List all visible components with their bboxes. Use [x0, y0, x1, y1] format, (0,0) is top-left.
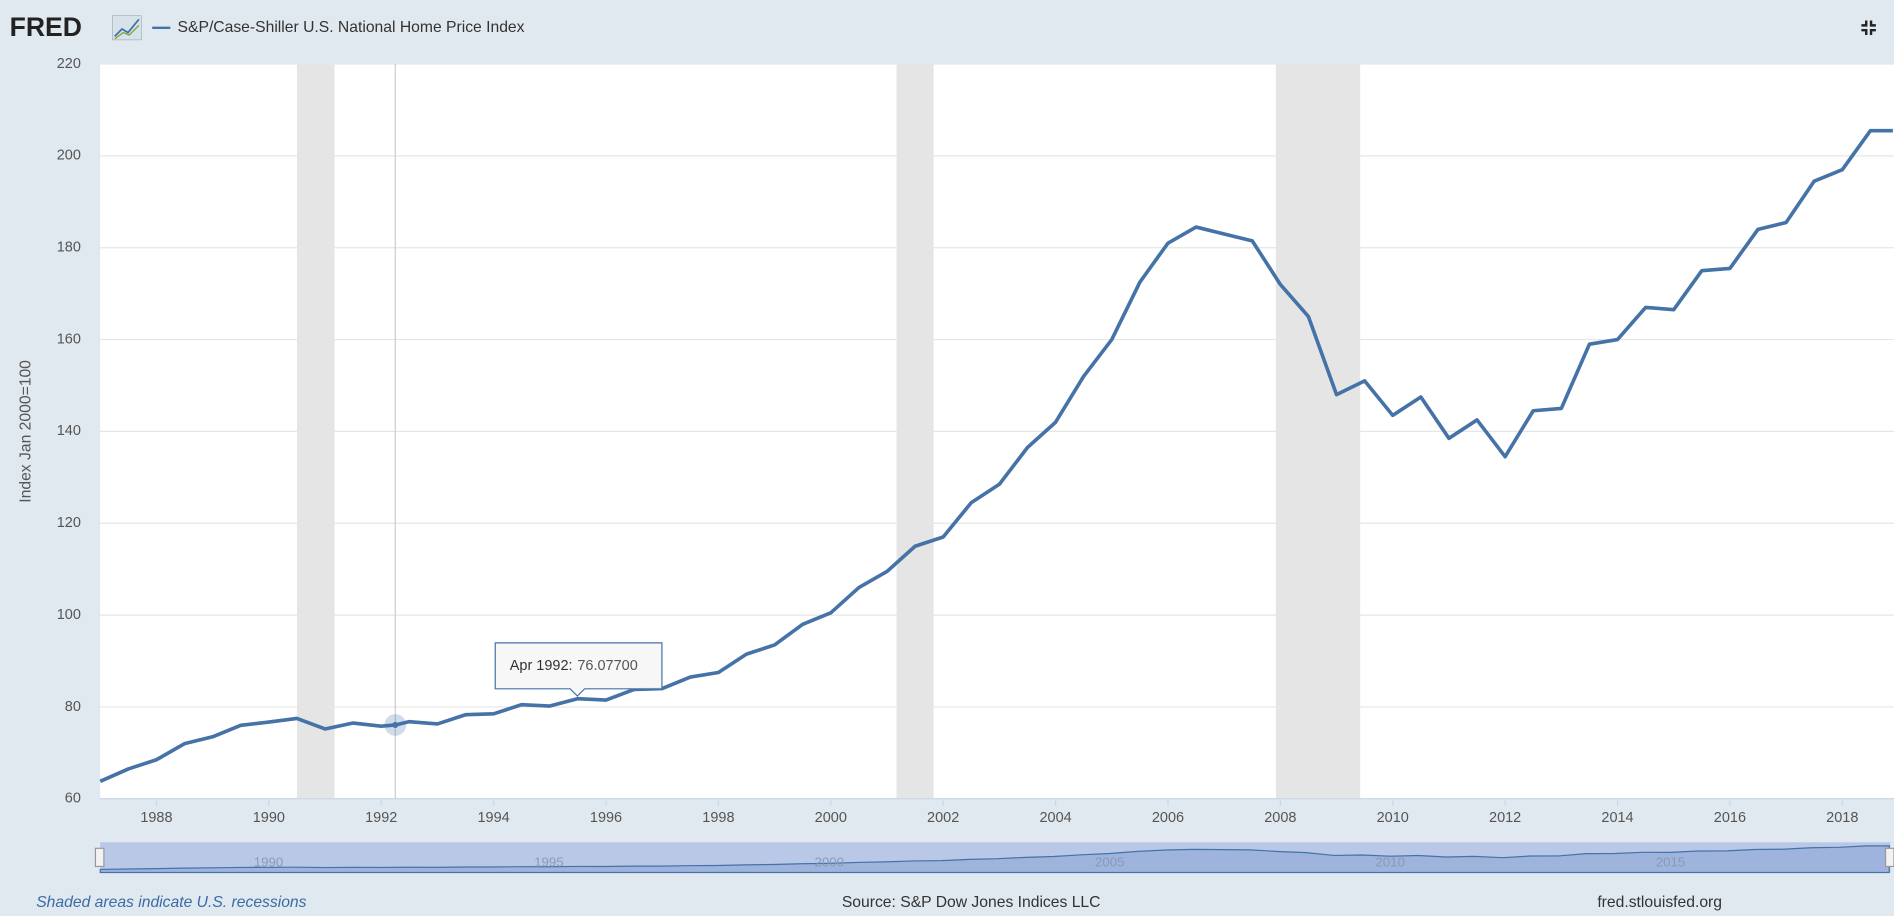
x-tick-label: 2008	[1264, 810, 1296, 826]
logo-icon	[112, 15, 142, 41]
y-tick-label: 120	[57, 515, 81, 531]
hover-point	[392, 721, 399, 728]
navigator-handle[interactable]	[1884, 847, 1894, 868]
x-tick-label: 1990	[253, 810, 285, 826]
x-tick-label: 2000	[815, 810, 847, 826]
y-tick-label: 80	[65, 699, 81, 715]
x-tick-label: 2004	[1039, 810, 1071, 826]
y-tick-label: 220	[57, 56, 81, 72]
y-axis-label: Index Jan 2000=100	[18, 360, 35, 503]
navigator-tick-label: 2010	[1375, 854, 1405, 869]
navigator-series	[99, 845, 1890, 874]
recession-note[interactable]: Shaded areas indicate U.S. recessions	[36, 894, 306, 911]
tooltip: Apr 1992: 76.07700	[510, 658, 638, 674]
navigator-tick-label: 1990	[254, 854, 284, 869]
y-tick-label: 200	[57, 148, 81, 164]
x-tick-label: 1994	[478, 810, 510, 826]
tooltip-box	[494, 642, 663, 697]
y-tick-label: 60	[65, 791, 81, 807]
x-tick-label: 2006	[1152, 810, 1184, 826]
x-tick-label: 2014	[1601, 810, 1633, 826]
source: Source: S&P Dow Jones Indices LLC	[842, 894, 1101, 911]
navigator-handle[interactable]	[94, 847, 105, 868]
x-tick-label: 2010	[1377, 810, 1409, 826]
navigator-tick-label: 2015	[1656, 854, 1686, 869]
x-tick-label: 1988	[140, 810, 172, 826]
x-tick-label: 2018	[1826, 810, 1858, 826]
x-tick-label: 1998	[702, 810, 734, 826]
y-tick-label: 100	[57, 607, 81, 623]
y-tick-label: 160	[57, 331, 81, 347]
x-tick-label: 2012	[1489, 810, 1521, 826]
y-tick-label: 180	[57, 240, 81, 256]
y-tick-label: 140	[57, 423, 81, 439]
x-tick-label: 2002	[927, 810, 959, 826]
fullscreen-button[interactable]	[1861, 20, 1876, 36]
navigator-tick-label: 2000	[815, 854, 845, 869]
x-tick-label: 1992	[365, 810, 397, 826]
legend-label[interactable]: S&P/Case-Shiller U.S. National Home Pric…	[178, 19, 525, 36]
x-tick-label: 2016	[1714, 810, 1746, 826]
tooltip-date: Apr 1992:	[510, 658, 573, 674]
x-tick-label: 1996	[590, 810, 622, 826]
tooltip-value: 76.07700	[577, 658, 637, 674]
navigator-tick-label: 2005	[1095, 854, 1125, 869]
navigator-tick-label: 1995	[534, 854, 564, 869]
url[interactable]: fred.stlouisfed.org	[1597, 894, 1722, 911]
logo: FRED	[10, 12, 82, 42]
